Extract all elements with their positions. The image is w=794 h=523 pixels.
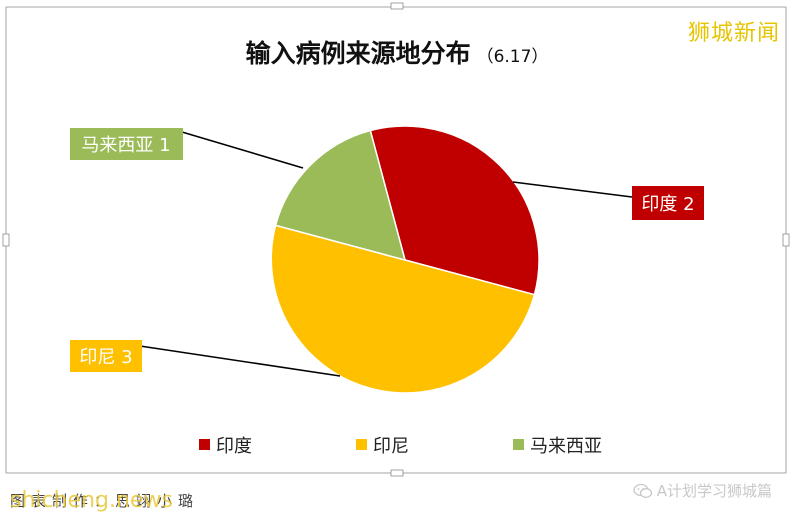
legend-item-india: 印度 xyxy=(199,436,252,457)
leader-line-malaysia xyxy=(181,131,304,169)
legend-item-malaysia: 马来西亚 xyxy=(513,436,602,457)
watermark-bottom-right-text: A计划学习狮城篇 xyxy=(656,482,772,500)
callout-india-label: 印度 2 xyxy=(641,194,694,215)
legend-swatch-indonesia xyxy=(356,439,367,450)
chart-subtitle: （6.17） xyxy=(477,47,549,67)
legend: 印度 印尼 马来西亚 xyxy=(199,436,602,457)
legend-label-india: 印度 xyxy=(216,436,252,457)
watermark-top-right: 狮城新闻 xyxy=(687,21,780,46)
callout-indonesia: 印尼 3 xyxy=(70,340,142,372)
callout-india-bg xyxy=(632,186,704,220)
watermark-bottom-left: shicheng.news xyxy=(10,488,173,513)
legend-swatch-malaysia xyxy=(513,439,524,450)
selection-handles[interactable] xyxy=(2,2,790,477)
callout-indonesia-label: 印尼 3 xyxy=(79,347,132,368)
handle-top xyxy=(390,2,404,10)
handle-bottom xyxy=(390,469,404,477)
chart-title-group: 输入病例来源地分布 （6.17） xyxy=(246,39,549,68)
callout-malaysia-label: 马来西亚 1 xyxy=(81,135,170,156)
handle-left xyxy=(2,233,10,247)
legend-swatch-india xyxy=(199,439,210,450)
pie-slice-malaysia xyxy=(274,129,407,262)
callout-malaysia: 马来西亚 1 xyxy=(70,128,183,160)
legend-label-malaysia: 马来西亚 xyxy=(530,436,602,457)
legend-label-indonesia: 印尼 xyxy=(373,436,409,457)
leader-lines xyxy=(139,131,633,377)
pie-slice-indonesia xyxy=(270,224,536,394)
wechat-icon xyxy=(633,483,652,498)
leader-line-india xyxy=(512,181,633,198)
watermark-bottom-right: A计划学习狮城篇 xyxy=(633,480,772,501)
handle-right xyxy=(782,233,790,247)
callout-india: 印度 2 xyxy=(632,186,704,220)
pie-slices xyxy=(270,125,540,394)
callout-malaysia-bg xyxy=(70,128,183,160)
pie-slice-india xyxy=(369,125,540,296)
legend-item-indonesia: 印尼 xyxy=(356,436,409,457)
chart-title: 输入病例来源地分布 xyxy=(246,39,471,68)
leader-line-indonesia xyxy=(139,345,341,377)
callout-indonesia-bg xyxy=(70,340,142,372)
footer-credit: 图表制作：思翊小璐 xyxy=(10,492,200,510)
